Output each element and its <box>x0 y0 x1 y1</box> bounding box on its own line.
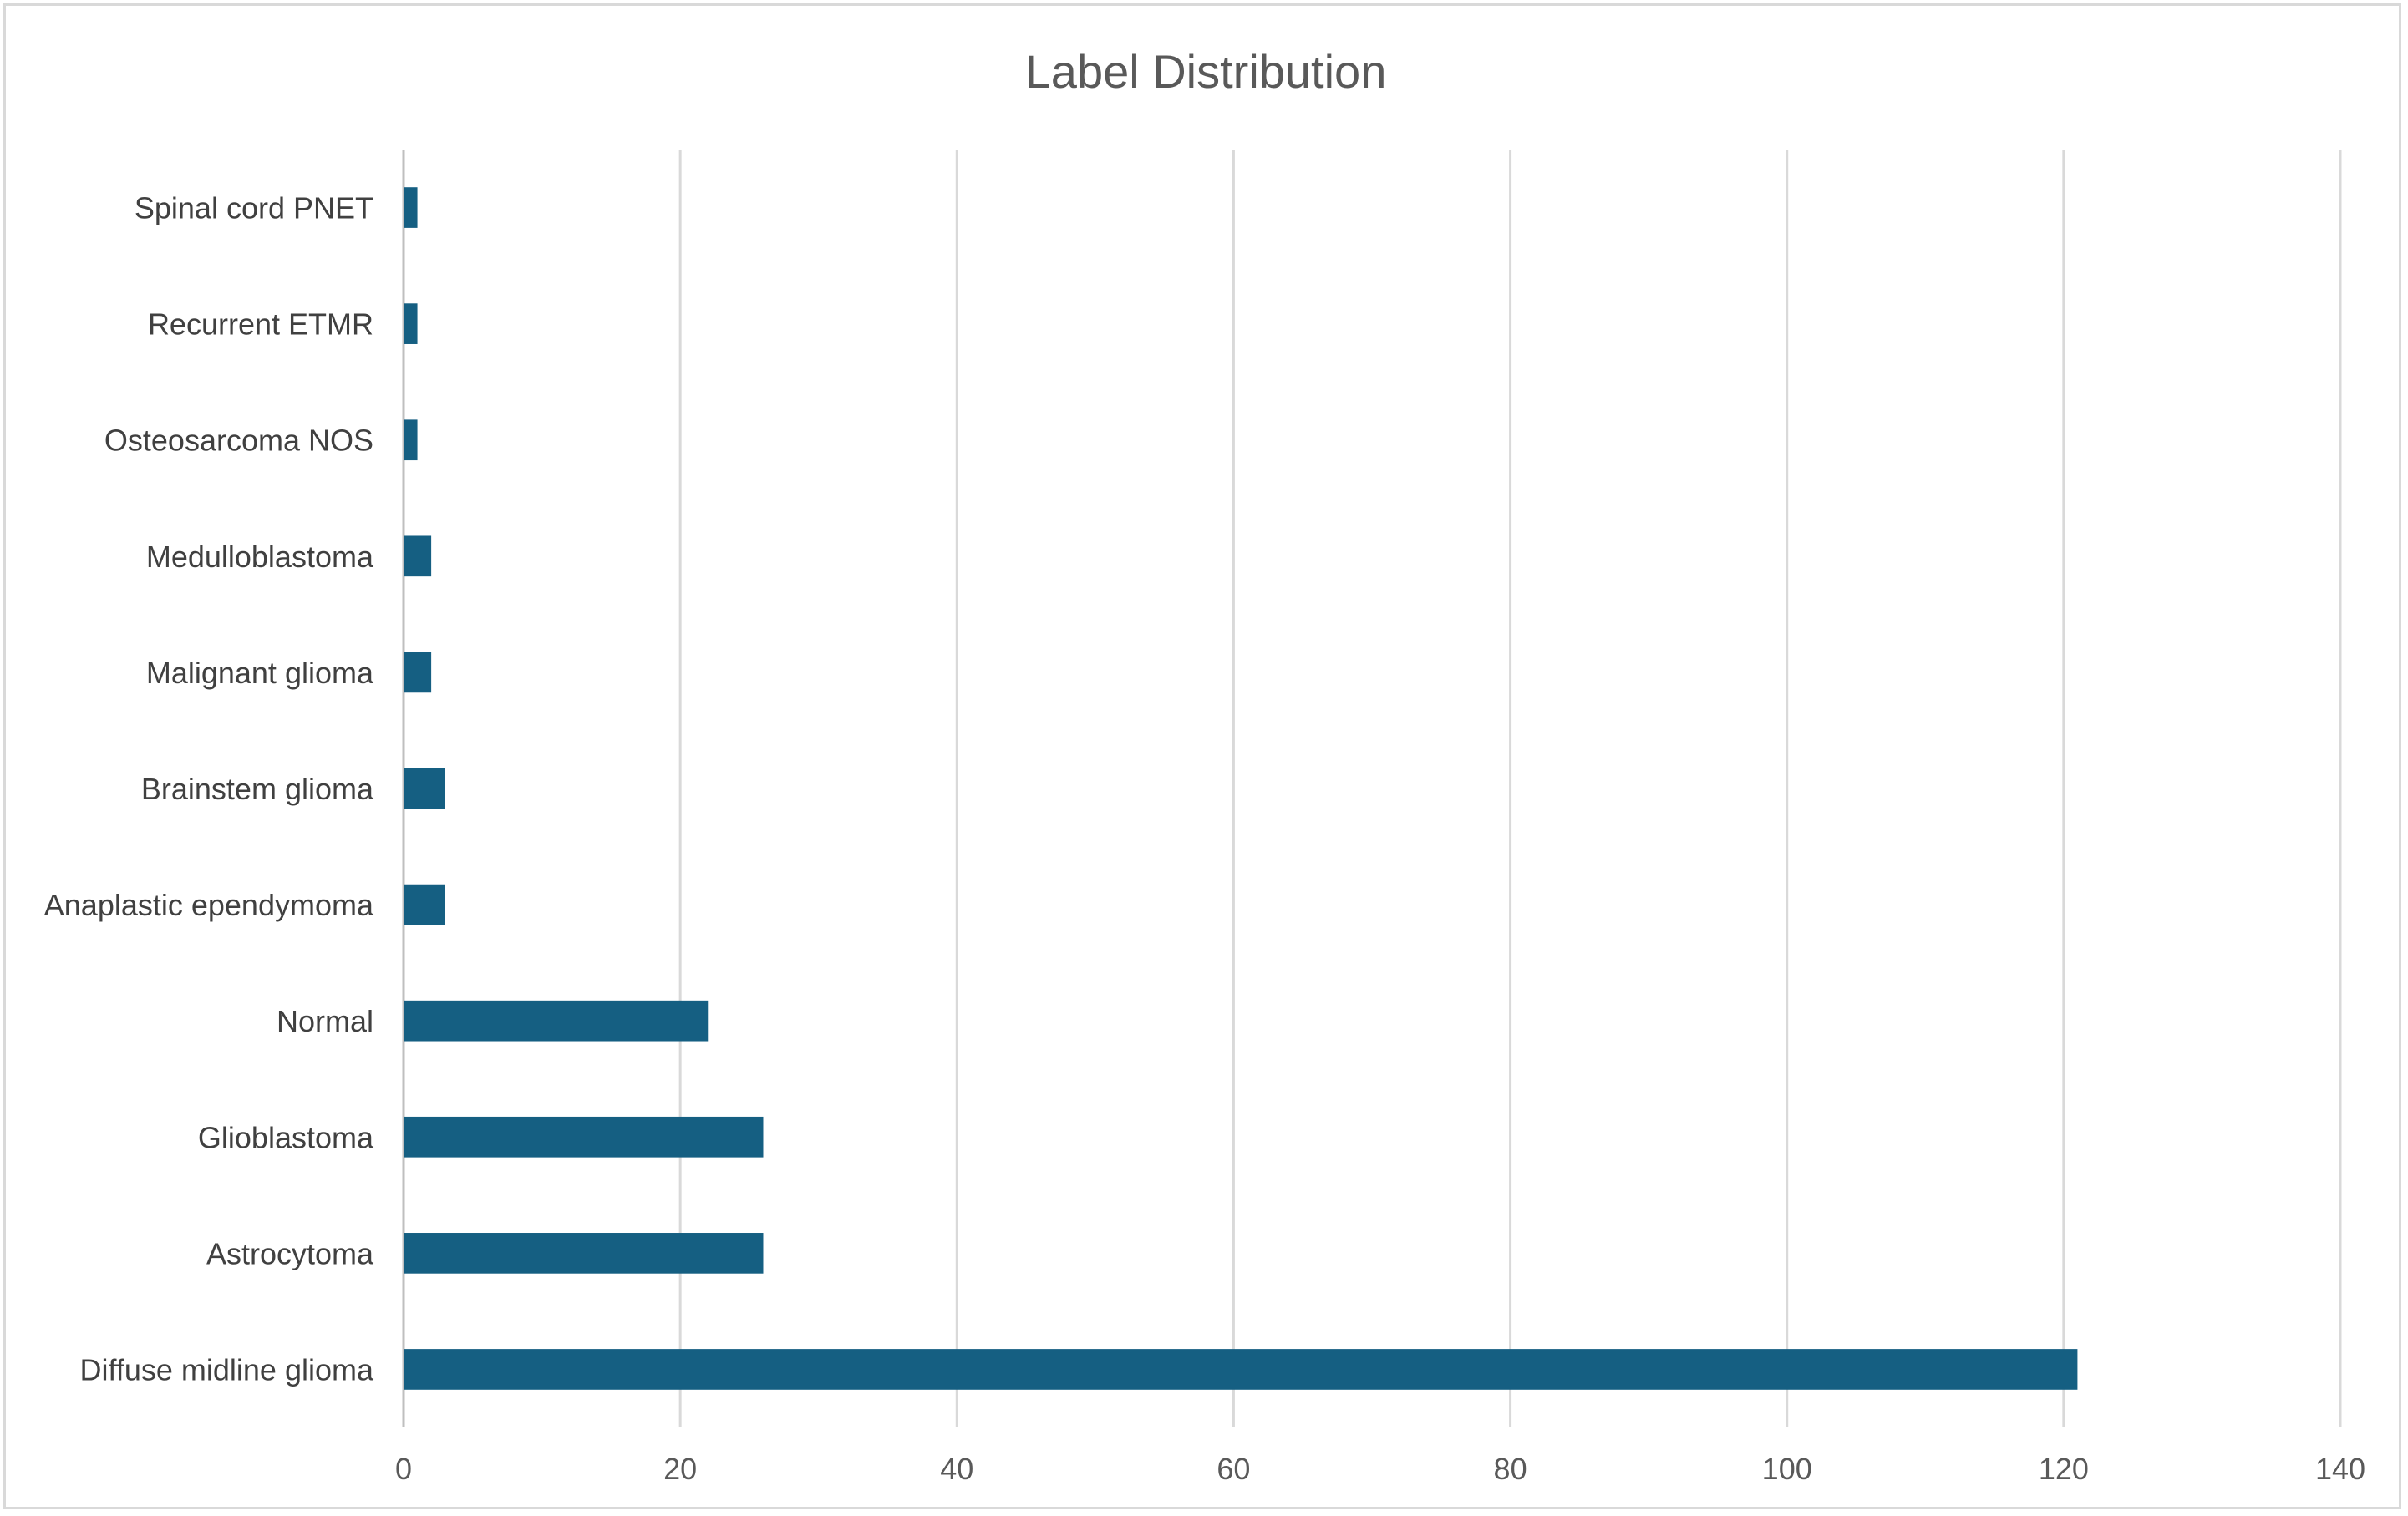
x-tick-labels: 0 20 40 60 80 100 120 140 <box>395 1452 2365 1486</box>
bar <box>404 768 445 809</box>
category-label: Medulloblastoma <box>146 540 374 574</box>
bar <box>404 419 418 461</box>
category-label: Astrocytoma <box>206 1236 374 1270</box>
x-tick-label: 140 <box>2315 1452 2365 1486</box>
x-tick-label: 20 <box>663 1452 697 1486</box>
category-labels: Diffuse midline glioma Astrocytoma Gliobla… <box>44 191 374 1387</box>
x-tick-label: 80 <box>1494 1452 1527 1486</box>
bar <box>404 652 432 693</box>
category-label: Spinal cord PNET <box>135 191 373 226</box>
gridlines <box>402 150 2342 1427</box>
bar <box>404 884 445 925</box>
category-label: Brainstem glioma <box>141 772 374 806</box>
x-tick-label: 40 <box>940 1452 973 1486</box>
category-label: Osteosarcoma NOS <box>104 423 373 458</box>
category-label: Anaplastic ependymoma <box>44 888 374 922</box>
bar <box>404 1349 2078 1390</box>
chart-title: Label Distribution <box>1025 45 1387 98</box>
category-label: Normal <box>277 1004 373 1038</box>
x-tick-label: 100 <box>1762 1452 1812 1486</box>
bar <box>404 187 418 228</box>
bar <box>404 1116 764 1158</box>
bars <box>404 187 2078 1390</box>
category-label: Glioblastoma <box>198 1120 374 1154</box>
category-label: Recurrent ETMR <box>148 307 373 342</box>
category-label: Diffuse midline glioma <box>80 1352 374 1387</box>
bar <box>404 1000 709 1042</box>
x-tick-label: 60 <box>1217 1452 1250 1486</box>
chart-frame: Label Distribution Diffuse midline gliom… <box>3 3 2401 1509</box>
bar <box>404 1233 764 1274</box>
bar <box>404 535 432 577</box>
category-label: Malignant glioma <box>146 656 374 690</box>
x-tick-label: 120 <box>2039 1452 2089 1486</box>
bar-chart: Label Distribution Diffuse midline gliom… <box>44 45 2365 1486</box>
bar <box>404 303 418 344</box>
x-tick-label: 0 <box>395 1452 412 1486</box>
